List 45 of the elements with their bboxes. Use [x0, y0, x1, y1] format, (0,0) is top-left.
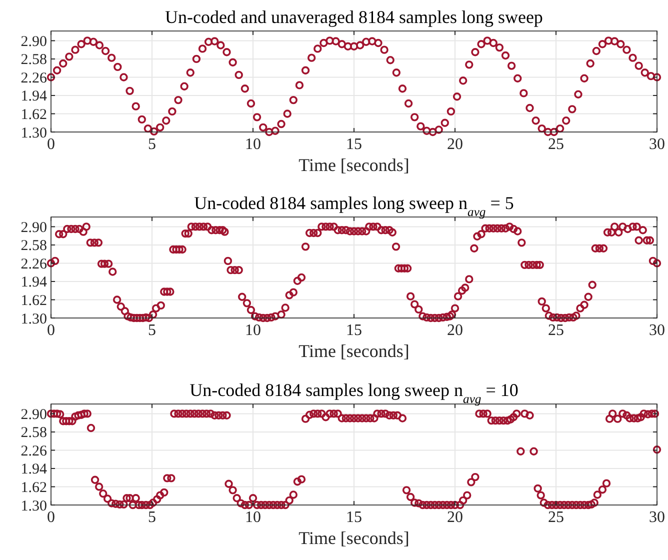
x-axis-title: Time [seconds]: [298, 528, 410, 548]
x-tick-label: 0: [47, 136, 55, 153]
x-tick-label: 5: [148, 322, 156, 339]
x-tick-label: 25: [548, 322, 564, 339]
x-tick-label: 30: [649, 322, 665, 339]
x-tick-label: 0: [47, 322, 55, 339]
y-tick-label: 2.58: [20, 52, 47, 68]
x-tick-label: 10: [245, 136, 261, 153]
x-tick-label: 15: [346, 509, 362, 526]
y-tick-label: 2.58: [20, 238, 47, 254]
x-tick-label: 20: [447, 509, 463, 526]
x-tick-label: 30: [649, 509, 665, 526]
x-tick-label: 10: [245, 509, 261, 526]
x-tick-label: 0: [47, 509, 55, 526]
y-tick-label: 2.90: [20, 34, 47, 50]
y-tick-label: 1.94: [20, 462, 48, 478]
y-tick-label: 1.62: [20, 292, 47, 309]
x-tick-label: 5: [148, 136, 156, 153]
y-tick-label: 2.90: [20, 220, 47, 236]
x-axis-title: Time [seconds]: [298, 341, 410, 361]
y-tick-label: 1.30: [20, 498, 47, 514]
y-tick-label: 1.94: [20, 88, 48, 105]
y-tick-label: 1.62: [20, 480, 47, 496]
y-tick-label: 2.90: [20, 406, 47, 423]
y-tick-label: 1.62: [20, 106, 47, 123]
y-tick-label: 2.26: [20, 443, 48, 460]
y-tick-label: 1.30: [20, 125, 47, 142]
y-tick-label: 2.58: [20, 425, 47, 442]
x-tick-label: 30: [649, 136, 665, 153]
x-tick-label: 15: [346, 136, 362, 153]
x-tick-label: 25: [548, 509, 564, 526]
chart-title: Un-coded 8184 samples long sweep n$_{avg}$ = 5: [194, 193, 514, 219]
chart-title: Un-coded and unaveraged 8184 samples long sweep: [165, 7, 543, 27]
chart-title: Un-coded 8184 samples long sweep n$_{avg}$ = 10: [190, 380, 518, 406]
y-tick-label: 2.26: [20, 256, 48, 272]
x-tick-label: 10: [245, 322, 261, 339]
x-tick-label: 15: [346, 322, 362, 339]
y-tick-label: 1.94: [20, 274, 48, 291]
y-tick-label: 2.26: [20, 70, 48, 86]
x-tick-label: 20: [447, 136, 463, 153]
y-tick-label: 1.30: [20, 311, 47, 328]
x-tick-label: 25: [548, 136, 564, 153]
x-axis-title: Time [seconds]: [298, 155, 410, 175]
x-tick-label: 20: [447, 322, 463, 339]
x-tick-label: 5: [148, 509, 156, 526]
